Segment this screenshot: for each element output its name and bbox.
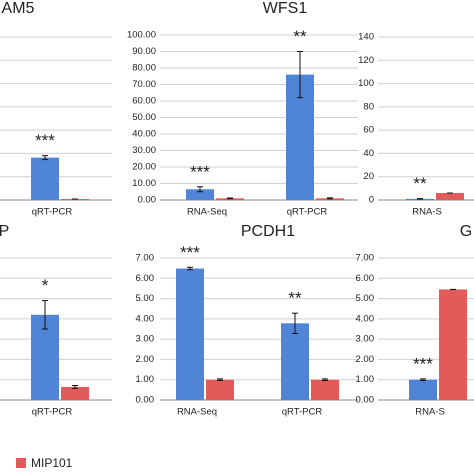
significance: ** [293,27,307,46]
y-tick-label: 3.00 [356,334,375,345]
panel-title: G [460,223,472,240]
x-tick-label: RNA-S [412,207,442,218]
y-tick-label: 5.00 [136,293,155,304]
significance: *** [180,243,200,262]
bar [206,379,234,400]
y-tick-label: 60 [363,125,374,136]
panel-title: PCDH1 [241,223,295,240]
x-tick-label: RNA-S [415,407,445,418]
panel-title: AM5 [2,0,35,17]
bar [409,379,437,400]
x-tick-label: qRT-PCR [32,207,73,218]
y-tick-label: 100 [358,78,374,89]
significance: ** [288,289,302,308]
y-tick-label: 4.00 [136,313,155,324]
x-tick-label: qRT-PCR [282,407,323,418]
bar [281,323,309,400]
y-tick-label: 40 [363,148,374,159]
y-tick-label: 140 [358,32,374,43]
y-tick-label: 40.00 [132,129,156,140]
y-tick-label: 70.00 [132,79,156,90]
y-tick-label: 5.00 [356,293,375,304]
legend-swatch [16,458,26,468]
y-tick-label: 80 [363,101,374,112]
bar [61,386,89,400]
y-tick-label: 7.00 [136,253,155,264]
y-tick-label: 6.00 [356,273,375,284]
panel-title: WFS1 [263,0,308,17]
y-tick-label: 0.00 [356,395,375,406]
y-tick-label: 20.00 [132,162,156,173]
y-tick-label: 2.00 [136,354,155,365]
y-tick-label: 2.00 [356,354,375,365]
significance: ** [413,174,427,193]
legend-label: MIP101 [31,456,73,470]
y-tick-label: 0.00 [138,195,157,206]
y-tick-label: 6.00 [136,273,155,284]
x-tick-label: RNA-Seq [177,407,217,418]
bar [436,193,464,200]
x-tick-label: RNA-Seq [187,207,227,218]
y-tick-label: 0 [369,195,374,206]
y-tick-label: 20 [363,171,374,182]
y-tick-label: 90.00 [132,46,156,57]
bar [439,289,467,400]
y-tick-label: 80.00 [132,63,156,74]
y-tick-label: 1.00 [356,374,375,385]
x-tick-label: qRT-PCR [32,407,73,418]
y-tick-label: 50.00 [132,112,156,123]
significance: *** [35,131,55,150]
y-tick-label: 0.00 [136,395,155,406]
y-tick-label: 4.00 [356,313,375,324]
y-tick-label: 60.00 [132,96,156,107]
bar [186,189,214,200]
significance: *** [190,162,210,181]
y-tick-label: 3.00 [136,334,155,345]
significance: *** [413,354,433,373]
significance: * [42,276,49,295]
bar [31,157,59,200]
bar [176,268,204,400]
y-tick-label: 1.00 [136,374,155,385]
x-tick-label: qRT-PCR [287,207,328,218]
y-tick-label: 10.00 [132,178,156,189]
panel-title: P [0,223,9,240]
y-tick-label: 120 [358,55,374,66]
bar [311,379,339,400]
y-tick-label: 7.00 [356,253,375,264]
y-tick-label: 30.00 [132,145,156,156]
y-tick-label: 100.00 [127,30,156,41]
